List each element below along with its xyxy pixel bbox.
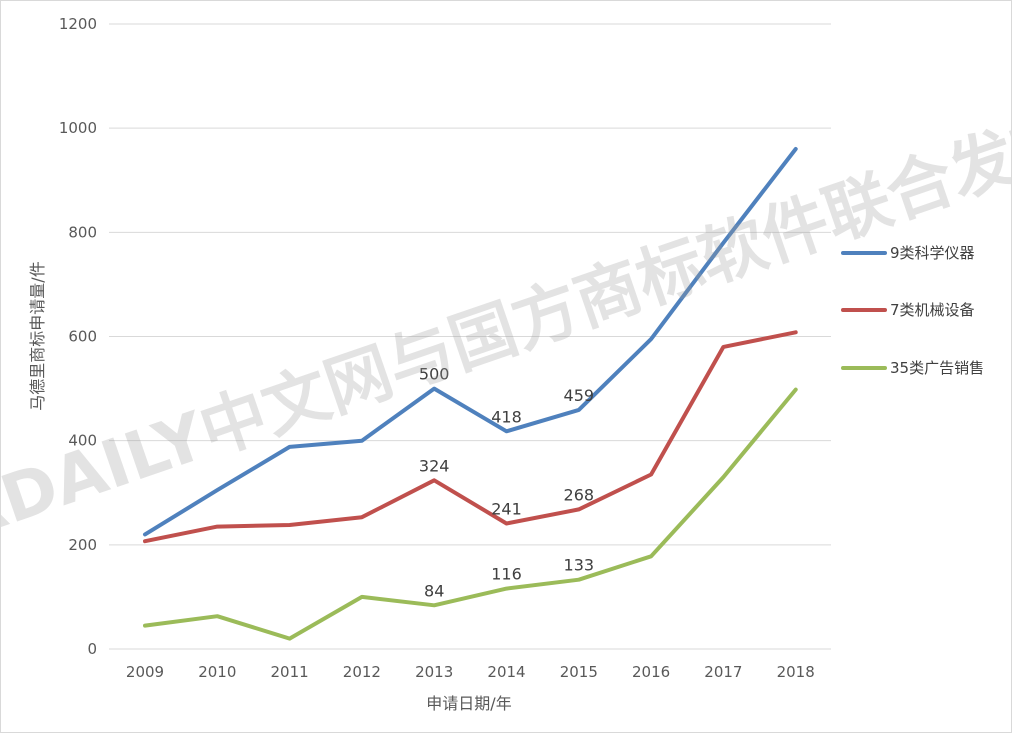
legend-item-2: 7类机械设备	[841, 301, 975, 319]
y-axis-title: 马德里商标申请量/件	[28, 261, 47, 410]
x-axis-title: 申请日期/年	[426, 694, 511, 713]
series-line-3	[143, 387, 798, 641]
x-tick-label: 2014	[487, 663, 525, 681]
y-tick-label: 400	[68, 432, 97, 450]
data-label: 418	[491, 407, 522, 426]
x-tick-label: 2010	[198, 663, 236, 681]
y-tick-label: 200	[68, 536, 97, 554]
x-tick-label: 2012	[343, 663, 381, 681]
y-tick-label: 1000	[59, 119, 97, 137]
y-tick-label: 1200	[59, 15, 97, 33]
x-tick-label: 2016	[632, 663, 670, 681]
series-line-1	[143, 147, 798, 537]
data-labels: 500 418 459 324 241 268 84 116 133	[419, 365, 594, 601]
data-label: 459	[564, 386, 595, 405]
y-tick-label: 800	[68, 223, 97, 241]
x-tick-label: 2011	[271, 663, 309, 681]
legend-label: 35类广告销售	[890, 359, 984, 377]
x-tick-label: 2018	[777, 663, 815, 681]
legend-label: 7类机械设备	[890, 301, 975, 319]
series-lines	[143, 147, 798, 641]
y-axis-ticks: 0 200 400 600 800 1000 1200	[59, 15, 97, 658]
data-label: 116	[491, 565, 522, 584]
x-tick-label: 2015	[560, 663, 598, 681]
x-axis-ticks: 2009 2010 2011 2012 2013 2014 2015 2016 2017 2018	[126, 663, 815, 681]
y-tick-label: 0	[87, 640, 97, 658]
data-label: 324	[419, 456, 450, 475]
data-label: 241	[491, 499, 522, 518]
x-tick-label: 2017	[704, 663, 742, 681]
data-label: 268	[564, 485, 595, 504]
x-tick-label: 2013	[415, 663, 453, 681]
data-label: 133	[564, 556, 595, 575]
data-label: 500	[419, 365, 450, 384]
legend: 9类科学仪器 7类机械设备 35类广告销售	[841, 244, 984, 377]
x-tick-label: 2009	[126, 663, 164, 681]
legend-item-3: 35类广告销售	[841, 359, 984, 377]
legend-item-1: 9类科学仪器	[841, 244, 975, 262]
data-label: 84	[424, 581, 444, 600]
gridlines	[109, 23, 831, 650]
series-line-2	[143, 330, 798, 544]
y-tick-label: 600	[68, 328, 97, 346]
legend-label: 9类科学仪器	[890, 244, 975, 262]
